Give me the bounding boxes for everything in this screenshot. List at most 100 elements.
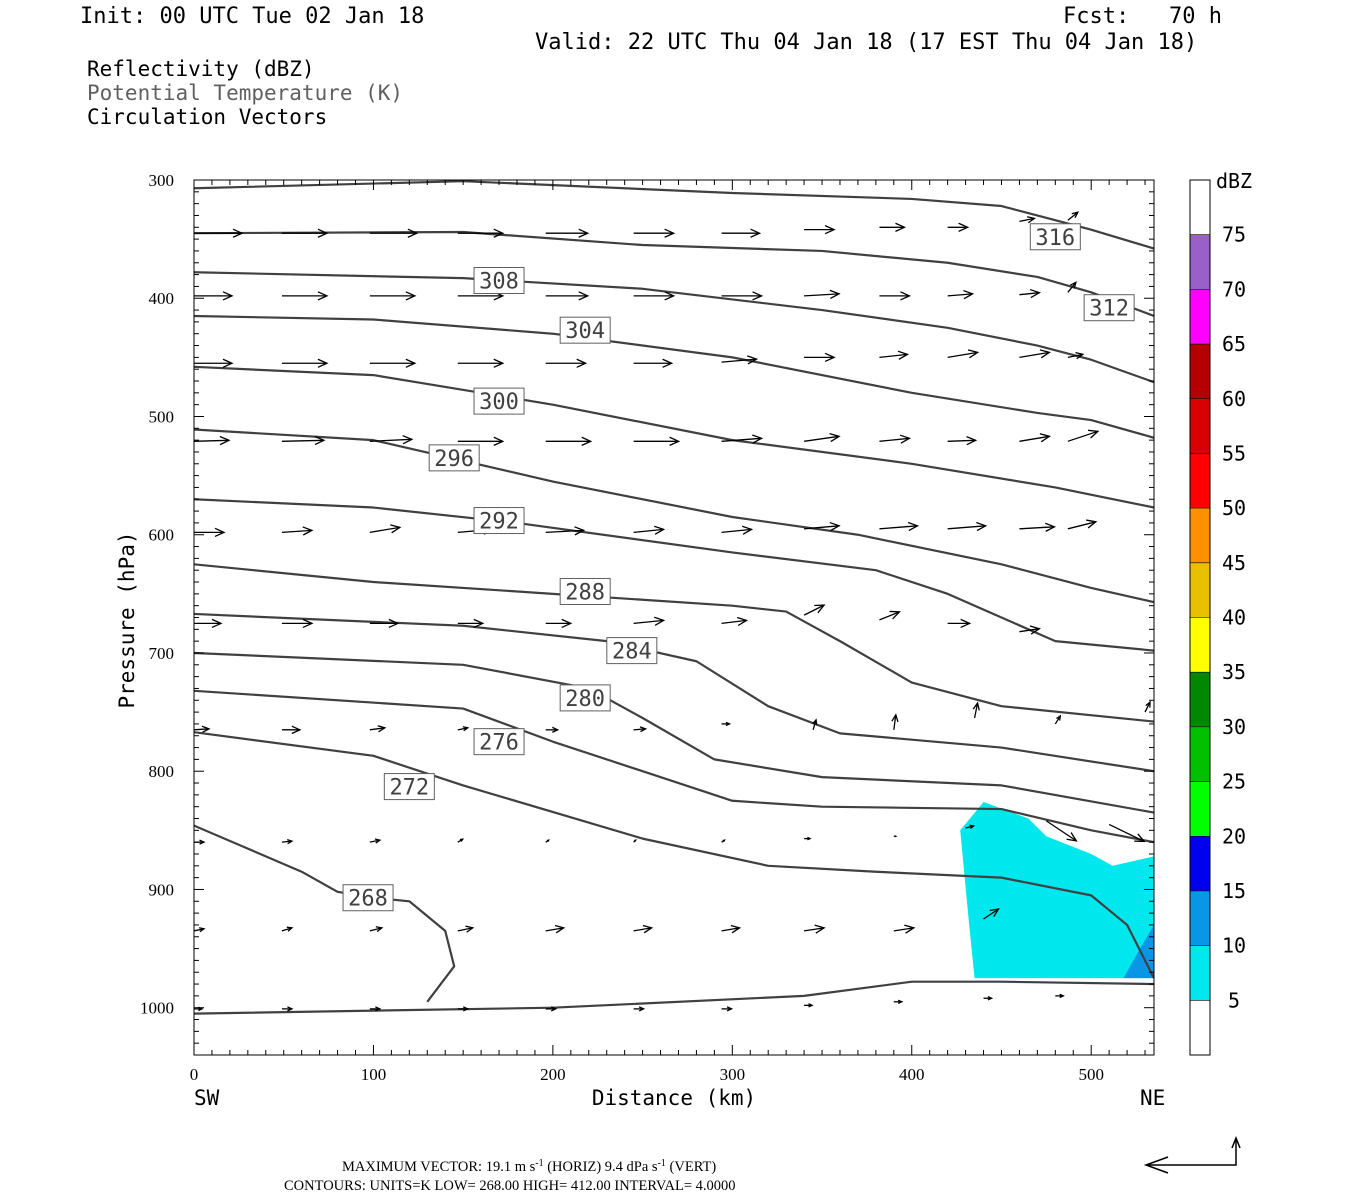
- circulation-vector: [281, 1006, 294, 1012]
- isentrope-292: [194, 498, 1154, 652]
- circulation-vector: [545, 726, 560, 733]
- circulation-vector: [1019, 288, 1041, 299]
- circulation-vector: [721, 721, 732, 727]
- circulation-vector: [369, 1006, 382, 1012]
- isentrope-288: [194, 563, 1154, 723]
- circulation-vector: [1019, 522, 1057, 532]
- circulation-vector: [1055, 993, 1065, 999]
- circulation-vector: [1019, 433, 1051, 443]
- svg-text:276: 276: [479, 731, 519, 756]
- colorbar-segment: [1190, 453, 1210, 509]
- colorbar-segment: [1190, 234, 1210, 290]
- circulation-vector: [633, 436, 681, 446]
- colorbar-segment: [1190, 344, 1210, 399]
- isentrope-272: [194, 731, 1154, 979]
- circulation-vector: [1019, 349, 1051, 359]
- isentrope-label-300: 300: [473, 387, 525, 415]
- legend-field-potential-temperature: Potential Temperature (K): [87, 81, 404, 105]
- svg-text:308: 308: [479, 270, 519, 295]
- circulation-vector: [369, 725, 387, 733]
- svg-text:300: 300: [479, 390, 519, 415]
- circulation-vector: [281, 725, 302, 735]
- circulation-vector: [947, 618, 972, 629]
- circulation-vector: [369, 524, 402, 534]
- circulation-vector: [804, 225, 836, 235]
- x-start-label: SW: [194, 1086, 220, 1110]
- x-tick-label: 300: [720, 1065, 746, 1084]
- circulation-vector: [194, 527, 226, 538]
- circulation-vector: [457, 1006, 470, 1012]
- circulation-vector: [281, 435, 326, 446]
- circulation-vector: [194, 927, 206, 933]
- isentrope-label-308: 308: [473, 267, 525, 295]
- circulation-vector: [1019, 216, 1036, 224]
- circulation-vector: [812, 718, 818, 731]
- circulation-vector: [457, 838, 465, 843]
- circulation-vector: [281, 291, 329, 301]
- circulation-vector: [1054, 714, 1062, 725]
- circulation-vector: [891, 713, 899, 730]
- y-tick-label: 1000: [140, 999, 174, 1018]
- svg-text:288: 288: [565, 580, 605, 605]
- circulation-vector: [893, 999, 904, 1005]
- isentrope-268: [194, 824, 456, 1003]
- x-end-label: NE: [1140, 1086, 1165, 1110]
- circulation-vector: [281, 228, 329, 238]
- circulation-vector: [947, 435, 978, 446]
- isentrope-label-276: 276: [473, 728, 525, 756]
- circulation-vector: [803, 924, 826, 934]
- contours-line: CONTOURS: UNITS=K LOW= 268.00 HIGH= 412.…: [284, 1178, 736, 1194]
- circulation-vector: [879, 434, 912, 444]
- circulation-vector: [721, 525, 754, 535]
- circulation-vector: [194, 228, 244, 238]
- svg-text:296: 296: [434, 447, 474, 472]
- circulation-vector: [369, 926, 384, 933]
- circulation-vector: [545, 358, 588, 368]
- x-axis-label: Distance (km): [592, 1086, 756, 1110]
- circulation-vector: [194, 618, 223, 629]
- colorbar-segment: [1190, 945, 1210, 1001]
- circulation-vector: [983, 996, 994, 1001]
- circulation-vector: [281, 358, 329, 368]
- isentrope-296: [194, 428, 1154, 604]
- x-tick-label: 400: [899, 1065, 925, 1084]
- circulation-vector: [369, 358, 417, 368]
- colorbar-segment: [1190, 890, 1210, 946]
- colorbar-segment: [1190, 617, 1210, 673]
- circulation-vector: [369, 435, 414, 445]
- circulation-vector: [369, 838, 382, 844]
- svg-text:272: 272: [389, 776, 429, 801]
- circulation-vector: [545, 291, 590, 301]
- colorbar-level-label: 75: [1222, 223, 1246, 247]
- isentrope-280: [194, 651, 1154, 814]
- colorbar-segment: [1190, 289, 1210, 345]
- circulation-vector: [545, 924, 566, 934]
- isentrope-268-b: [194, 980, 1154, 1015]
- colorbar-level-label: 55: [1222, 441, 1246, 465]
- circulation-vector: [633, 924, 654, 934]
- y-tick-label: 800: [149, 762, 175, 781]
- y-tick-label: 400: [149, 289, 175, 308]
- circulation-vector: [804, 352, 836, 363]
- circulation-vector: [721, 616, 749, 627]
- y-tick-label: 300: [149, 171, 175, 190]
- circulation-vector: [457, 726, 470, 732]
- forecast-hour: Fcst: 70 h: [1063, 4, 1222, 29]
- circulation-vector: [804, 521, 841, 532]
- circulation-vector: [721, 355, 759, 365]
- colorbar-level-label: 35: [1222, 660, 1246, 684]
- circulation-vector: [1067, 281, 1077, 293]
- circulation-vector: [879, 610, 901, 621]
- circulation-vector: [803, 604, 826, 616]
- circulation-vector: [721, 228, 762, 238]
- x-tick-label: 100: [361, 1065, 387, 1084]
- legend-field-reflectivity: Reflectivity (dBZ): [87, 57, 315, 81]
- circulation-vector: [721, 1006, 734, 1012]
- circulation-vector: [369, 618, 400, 629]
- circulation-vector: [281, 618, 314, 629]
- colorbar-level-label: 15: [1222, 879, 1246, 903]
- y-tick-label: 900: [149, 880, 175, 899]
- max-vector-line: MAXIMUM VECTOR: 19.1 m s-1 (HORIZ) 9.4 d…: [342, 1158, 716, 1176]
- isentrope-label-272: 272: [383, 773, 435, 801]
- isentrope-304: [194, 314, 1154, 439]
